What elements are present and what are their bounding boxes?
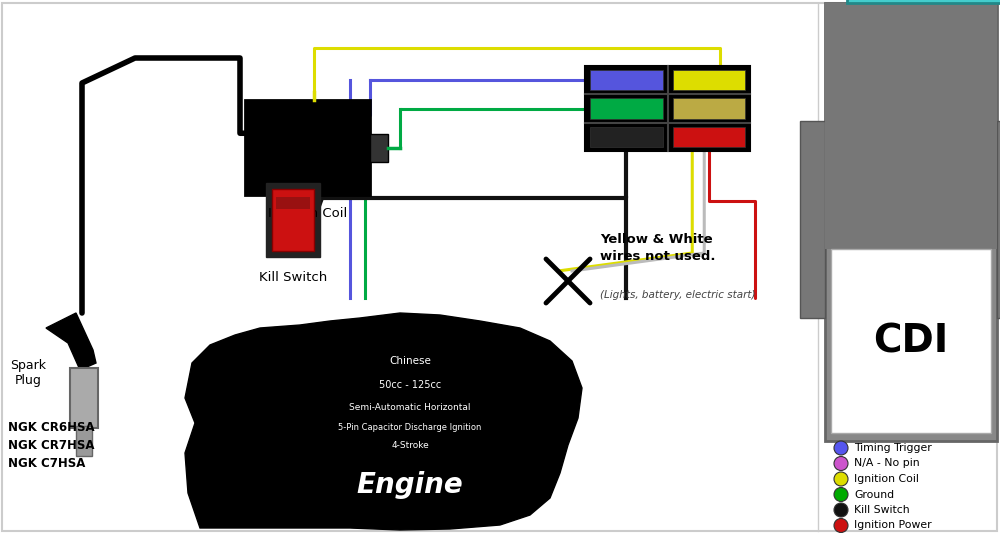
Circle shape bbox=[834, 519, 848, 532]
Text: Yellow & White
wires not used.: Yellow & White wires not used. bbox=[600, 233, 716, 263]
Bar bbox=[825, 3, 997, 249]
Text: Ignition Coil: Ignition Coil bbox=[268, 207, 347, 220]
Text: 5-Pin Capacitor Discharge Ignition: 5-Pin Capacitor Discharge Ignition bbox=[338, 423, 482, 432]
Bar bbox=[672, 98, 745, 119]
Text: Engine: Engine bbox=[357, 471, 463, 499]
Circle shape bbox=[834, 456, 848, 471]
Bar bbox=[590, 70, 662, 90]
Bar bbox=[997, 122, 1000, 318]
Text: Ignition Coil: Ignition Coil bbox=[854, 474, 919, 484]
Bar bbox=[825, 3, 997, 441]
Text: Chinese: Chinese bbox=[389, 356, 431, 366]
Text: CDI: CDI bbox=[873, 322, 949, 360]
Polygon shape bbox=[185, 313, 582, 530]
Bar bbox=[800, 122, 825, 318]
Bar bbox=[272, 189, 314, 251]
Circle shape bbox=[834, 472, 848, 486]
Text: Kill Switch: Kill Switch bbox=[259, 271, 327, 284]
Bar bbox=[266, 183, 320, 257]
Bar bbox=[672, 127, 745, 147]
Text: Ignition Power: Ignition Power bbox=[854, 521, 932, 530]
Bar bbox=[276, 197, 310, 209]
Bar bbox=[672, 70, 745, 90]
Bar bbox=[370, 134, 388, 161]
Bar bbox=[590, 127, 662, 147]
Bar bbox=[847, 0, 1000, 3]
Text: Semi-Automatic Horizontal: Semi-Automatic Horizontal bbox=[349, 402, 471, 411]
Bar bbox=[831, 249, 991, 433]
Text: Ground: Ground bbox=[854, 489, 894, 499]
Bar bbox=[245, 100, 370, 195]
Text: Timing Trigger: Timing Trigger bbox=[854, 443, 932, 453]
Bar bbox=[70, 368, 98, 428]
Text: (Lights, battery, electric start): (Lights, battery, electric start) bbox=[600, 290, 756, 300]
Text: NGK CR6HSA
NGK CR7HSA
NGK C7HSA: NGK CR6HSA NGK CR7HSA NGK C7HSA bbox=[8, 421, 95, 470]
Text: Kill Switch: Kill Switch bbox=[854, 505, 910, 515]
Text: Spark
Plug: Spark Plug bbox=[10, 359, 46, 387]
Circle shape bbox=[834, 503, 848, 517]
Polygon shape bbox=[46, 313, 96, 370]
Bar bbox=[76, 426, 92, 456]
Text: N/A - No pin: N/A - No pin bbox=[854, 458, 920, 469]
Bar bbox=[590, 98, 662, 119]
Circle shape bbox=[834, 441, 848, 455]
Text: 4-Stroke: 4-Stroke bbox=[391, 440, 429, 449]
Circle shape bbox=[834, 488, 848, 502]
Bar bbox=[585, 66, 750, 151]
Text: 50cc - 125cc: 50cc - 125cc bbox=[379, 380, 441, 390]
